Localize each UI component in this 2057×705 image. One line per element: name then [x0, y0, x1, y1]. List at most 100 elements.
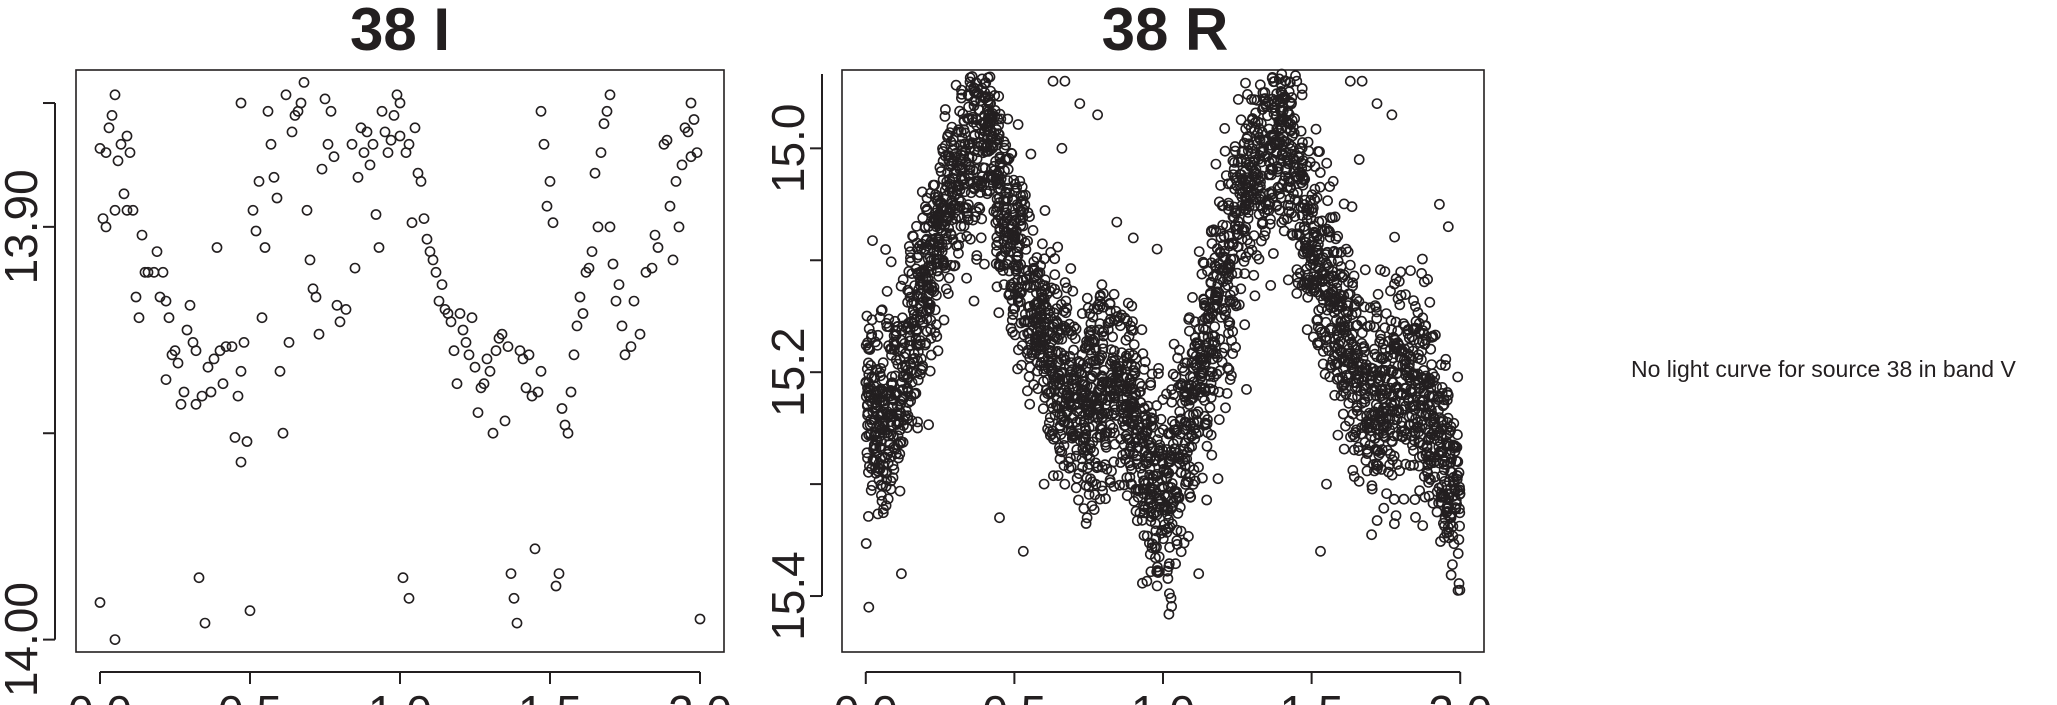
data-point	[1190, 428, 1202, 440]
data-point	[1269, 105, 1281, 117]
data-point	[1216, 356, 1228, 368]
data-point	[1019, 316, 1031, 327]
data-point	[1150, 470, 1162, 482]
data-point	[877, 357, 889, 369]
data-point	[941, 180, 953, 192]
data-point	[946, 187, 958, 198]
data-point	[877, 507, 889, 519]
data-point	[1088, 355, 1099, 367]
data-point	[991, 281, 1003, 293]
data-point	[925, 255, 937, 266]
data-point	[993, 307, 1005, 319]
data-point	[331, 299, 343, 311]
data-point	[893, 416, 905, 428]
data-point	[1291, 75, 1303, 87]
data-point	[1090, 478, 1102, 490]
data-point	[1179, 437, 1191, 449]
data-point	[364, 159, 376, 171]
data-point	[1131, 458, 1143, 470]
data-point	[1392, 337, 1404, 349]
data-point	[193, 572, 205, 584]
data-point	[448, 345, 460, 357]
data-point	[1047, 368, 1059, 380]
data-point	[1319, 273, 1331, 285]
data-point	[1080, 518, 1092, 529]
data-point	[1295, 169, 1306, 181]
data-point	[265, 138, 277, 150]
data-point	[271, 192, 283, 204]
data-point	[1006, 314, 1018, 326]
data-point	[118, 188, 130, 200]
data-point	[1368, 321, 1380, 333]
data-point	[523, 349, 535, 361]
data-point	[1283, 138, 1295, 149]
data-point	[1312, 314, 1324, 326]
data-point	[1059, 75, 1071, 87]
data-point	[922, 240, 933, 252]
data-point	[1249, 290, 1261, 302]
data-point	[1007, 303, 1019, 315]
data-point	[1229, 141, 1241, 152]
data-point	[322, 138, 334, 150]
data-point	[1136, 514, 1148, 526]
data-point	[1113, 366, 1124, 378]
data-point	[664, 200, 676, 212]
data-point	[1348, 471, 1360, 482]
data-point	[1125, 396, 1137, 407]
data-point	[1126, 464, 1137, 475]
data-point	[1394, 299, 1406, 311]
data-point	[1273, 73, 1285, 85]
data-point	[1053, 378, 1064, 390]
data-point	[1024, 352, 1036, 363]
data-point	[1218, 251, 1229, 263]
data-point	[987, 131, 998, 143]
data-point	[370, 209, 382, 220]
data-point	[1206, 257, 1217, 269]
data-point	[427, 254, 439, 266]
data-point	[1210, 287, 1222, 299]
data-point	[1109, 404, 1121, 415]
data-point	[1076, 453, 1088, 465]
data-point	[903, 397, 914, 409]
data-point	[1248, 269, 1260, 281]
data-point	[1232, 216, 1244, 227]
data-point	[472, 407, 484, 418]
data-point	[1205, 429, 1217, 441]
data-point	[1065, 263, 1077, 274]
data-point	[1094, 383, 1106, 395]
data-point	[403, 592, 415, 604]
data-point	[1070, 450, 1082, 462]
data-point	[971, 206, 982, 218]
data-point	[866, 328, 878, 340]
x-tick-label: 2.0	[668, 686, 732, 705]
data-point	[1039, 205, 1051, 216]
data-point	[1166, 451, 1178, 462]
data-point	[864, 344, 876, 355]
data-point	[1164, 453, 1176, 465]
data-point	[1271, 123, 1283, 135]
data-point	[298, 77, 310, 88]
data-point	[1120, 447, 1132, 459]
data-point	[1278, 112, 1289, 124]
data-point	[925, 215, 937, 227]
data-point	[986, 170, 998, 182]
data-point	[184, 299, 196, 311]
data-point	[1242, 186, 1254, 198]
data-point	[1213, 386, 1225, 398]
data-point	[912, 374, 924, 386]
data-point	[1240, 123, 1252, 135]
data-point	[247, 204, 259, 216]
data-point	[1371, 351, 1383, 363]
data-point	[1024, 398, 1036, 410]
data-point	[892, 430, 904, 442]
x-tick-label: 1.0	[368, 686, 432, 705]
data-point	[1284, 77, 1296, 89]
data-point	[1282, 154, 1293, 165]
data-point	[1273, 163, 1284, 175]
data-point	[901, 422, 913, 434]
data-point	[1351, 405, 1363, 417]
data-point	[905, 252, 916, 264]
data-point	[1398, 493, 1410, 505]
data-point	[886, 371, 898, 382]
